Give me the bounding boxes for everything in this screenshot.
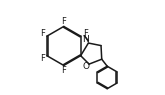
Text: F: F (40, 54, 45, 63)
Text: F: F (61, 17, 66, 26)
Text: F: F (83, 29, 88, 38)
Text: O: O (82, 62, 89, 71)
Text: F: F (61, 66, 66, 75)
Text: F: F (40, 29, 45, 38)
Text: N: N (82, 35, 89, 44)
